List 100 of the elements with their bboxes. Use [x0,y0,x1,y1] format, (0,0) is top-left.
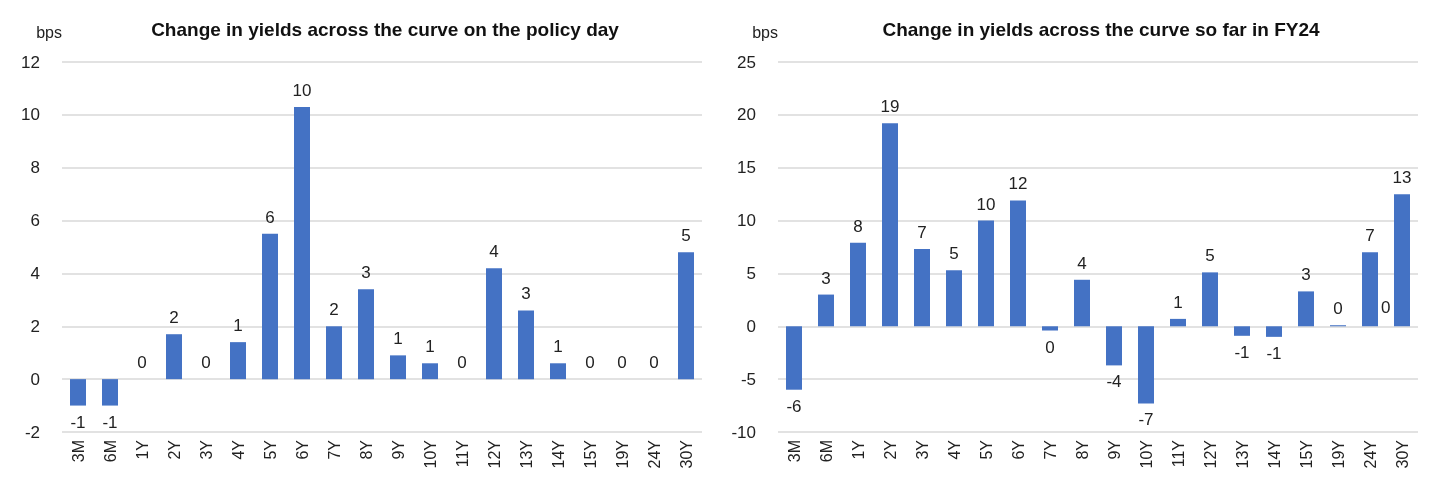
data-label: 12 [1008,174,1028,194]
bar [230,342,246,380]
data-label: 5 [1205,246,1215,266]
x-tick-label: 3M [785,440,803,463]
x-tick-label: 4Y [945,439,963,460]
data-label: -1 [1266,343,1282,363]
x-tick-label: 13Y [1233,439,1251,469]
bar [1074,279,1090,327]
bar [1298,291,1314,327]
x-tick-label: 14Y [549,439,567,469]
x-tick-label: 24Y [1361,439,1379,469]
data-label: 0 [137,353,147,373]
data-label: 3 [361,263,371,283]
x-tick-label: 14Y [1265,439,1283,469]
annotation: 0 [1381,297,1391,317]
bar [818,294,834,327]
x-tick-label: 9Y [1105,439,1123,460]
x-tick-label: 1Y [849,439,867,460]
bar [1362,252,1378,327]
data-label: 1 [425,337,435,357]
data-label: 3 [521,284,531,304]
data-label: 4 [489,242,499,262]
data-label: 0 [585,353,595,373]
bar [262,233,278,380]
chart-title: Change in yields across the curve on the policy day [151,18,620,40]
data-label: -7 [1138,410,1154,430]
x-tick-label: 13Y [517,439,535,469]
x-tick-label: 8Y [357,439,375,460]
x-tick-label: 1Y [133,439,151,460]
data-label: 10 [292,80,312,100]
x-tick-label: 15Y [581,439,599,469]
x-tick-label: 6Y [293,439,311,460]
bar [1394,194,1410,327]
data-label: 0 [1333,299,1343,319]
data-label: 1 [553,337,563,357]
data-label: -4 [1106,372,1122,392]
bar [1138,326,1154,404]
bar [70,379,86,406]
x-tick-label: 4Y [229,439,247,460]
y-axis-title: bps [752,23,778,41]
data-label: -6 [786,396,802,416]
x-tick-label: 9Y [389,439,407,460]
data-label: 5 [681,226,691,246]
y-tick-label: -10 [731,422,756,442]
x-tick-label: 24Y [645,439,663,469]
data-label: 0 [457,353,467,373]
data-label: 7 [917,223,927,243]
x-tick-label: 6M [101,440,119,463]
x-tick-label: 5Y [977,439,995,460]
data-label: 6 [265,207,275,227]
bar [1170,318,1186,327]
x-tick-label: 6Y [1009,439,1027,460]
bar [518,310,534,380]
x-tick-label: 2Y [881,439,899,460]
x-tick-label: 12Y [485,439,503,469]
x-tick-label: 7Y [325,439,343,460]
y-tick-label: 10 [21,105,40,125]
x-tick-label: 12Y [1201,439,1219,469]
data-label: 1 [1173,292,1183,312]
x-tick-label: 10Y [421,439,439,469]
bar [358,289,374,380]
bar [946,270,962,327]
bar [1010,200,1026,327]
data-label: 2 [169,308,179,328]
bar [882,123,898,327]
bar [1202,272,1218,327]
x-tick-label: 10Y [1137,439,1155,469]
x-tick-label: 6M [817,440,835,463]
y-tick-label: 6 [30,211,40,231]
data-label: 3 [1301,265,1311,285]
data-label: 0 [617,353,627,373]
x-tick-label: 30Y [677,439,695,469]
x-tick-label: 3Y [197,439,215,460]
x-tick-label: 30Y [1393,439,1411,469]
data-label: 3 [821,268,831,288]
data-label: -1 [102,412,118,432]
x-tick-label: 19Y [613,439,631,469]
y-tick-label: 20 [737,105,756,125]
bar [850,242,866,327]
x-tick-label: 5Y [261,439,279,460]
y-tick-label: 0 [30,369,40,389]
y-tick-label: 10 [737,211,756,231]
data-label: 2 [329,300,339,320]
y-axis-title: bps [36,23,62,41]
y-tick-label: 25 [737,52,756,72]
data-label: 0 [1045,337,1055,357]
y-tick-label: 2 [30,316,40,336]
bar [1266,326,1282,337]
y-tick-label: 12 [21,52,40,72]
x-tick-label: 15Y [1297,439,1315,469]
data-label: 1 [233,316,243,336]
bar [786,326,802,390]
bar [550,363,566,380]
bar [1234,326,1250,336]
data-label: 8 [853,216,863,236]
x-tick-label: 8Y [1073,439,1091,460]
y-tick-label: -5 [740,369,756,389]
bar [166,334,182,380]
data-label: -1 [70,412,86,432]
x-tick-label: 3M [69,440,87,463]
